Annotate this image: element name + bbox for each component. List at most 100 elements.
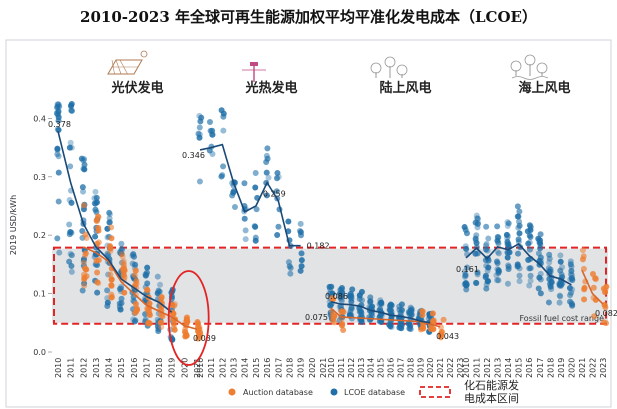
legend-item-fossil: 化石能源发电成本区间 — [419, 378, 519, 405]
x-tick-label: 2010 — [327, 358, 336, 378]
lcoe-point — [406, 325, 413, 332]
x-tick-label: 2013 — [92, 358, 101, 378]
lcoe-point — [144, 264, 151, 271]
lcoe-point — [66, 258, 73, 265]
lcoe-point — [548, 279, 555, 286]
auction-point — [83, 266, 90, 273]
lcoe-point — [298, 263, 305, 270]
lcoe-point — [241, 180, 248, 187]
auction-point — [80, 202, 87, 209]
lcoe-average-line — [465, 242, 572, 286]
wind-turbine-icon — [370, 56, 408, 78]
lcoe-point — [56, 103, 63, 110]
lcoe-point — [91, 200, 98, 207]
legend-marker-fossil — [419, 386, 451, 398]
panel-label: 陆上风电 — [379, 80, 431, 96]
auction-point — [107, 243, 114, 250]
lcoe-point — [546, 251, 553, 258]
x-tick-label: 2019 — [557, 358, 566, 378]
auction-point — [429, 310, 436, 317]
lcoe-point — [263, 169, 270, 176]
sun-shape — [140, 50, 148, 58]
lcoe-point — [231, 203, 238, 210]
x-tick-label: 2017 — [274, 358, 283, 378]
auction-point — [95, 239, 102, 246]
lcoe-point — [527, 265, 534, 272]
lcoe-point — [106, 209, 113, 216]
auction-point — [94, 279, 101, 286]
x-tick-label: 2015 — [252, 358, 261, 378]
lcoe-point — [68, 102, 75, 109]
lcoe-point — [545, 299, 552, 306]
lcoe-point — [526, 282, 533, 289]
lcoe-point — [273, 175, 280, 182]
legend-item-lcoe: LCOE database — [330, 388, 405, 397]
lcoe-point — [144, 280, 151, 287]
x-tick-label: 2011 — [473, 358, 482, 378]
data-label: 0.259 — [263, 190, 286, 199]
auction-point — [108, 282, 115, 289]
lcoe-point — [337, 294, 344, 301]
lcoe-point — [408, 306, 415, 313]
lcoe-point — [327, 302, 334, 309]
turbine-rotor — [536, 62, 548, 74]
auction-point — [194, 318, 201, 325]
lcoe-point — [472, 250, 479, 257]
auction-point — [81, 271, 88, 278]
y-tick-label: 0.2 — [33, 231, 46, 240]
auction-point — [95, 257, 102, 264]
x-tick-label: 2012 — [483, 358, 492, 378]
lcoe-point — [117, 306, 124, 313]
lcoe-point — [462, 243, 469, 250]
lcoe-point — [54, 151, 61, 158]
data-label: 0.182 — [307, 242, 330, 251]
x-tick-label: 2014 — [367, 358, 376, 378]
lcoe-point — [527, 277, 534, 284]
lcoe-point — [474, 215, 481, 222]
lcoe-point — [496, 268, 503, 275]
lcoe-point — [387, 307, 394, 314]
lcoe-point — [348, 295, 355, 302]
lcoe-point — [67, 250, 74, 257]
lcoe-point — [68, 199, 75, 206]
lcoe-point — [494, 233, 501, 240]
lcoe-point — [93, 194, 100, 201]
lcoe-point — [516, 265, 523, 272]
lcoe-point — [378, 318, 385, 325]
lcoe-point — [557, 252, 564, 259]
lcoe-point — [252, 234, 259, 241]
lcoe-point — [206, 119, 213, 126]
lcoe-point — [524, 228, 531, 235]
lcoe-point — [537, 276, 544, 283]
x-tick-label: 2018 — [155, 358, 164, 378]
lcoe-point — [462, 280, 469, 287]
lcoe-point — [252, 169, 259, 176]
lcoe-point — [55, 198, 62, 205]
auction-point — [82, 231, 89, 238]
lcoe-point — [464, 264, 471, 271]
lcoe-point — [535, 285, 542, 292]
lcoe-point — [55, 108, 62, 115]
auction-point — [589, 270, 596, 277]
x-tick-label: 2015 — [377, 358, 386, 378]
auction-point — [81, 282, 88, 289]
wave-shape — [511, 76, 549, 80]
x-tick-label: 2016 — [130, 358, 139, 378]
lcoe-point — [94, 289, 101, 296]
lcoe-point — [55, 127, 62, 134]
lcoe-point — [484, 247, 491, 254]
lcoe-point — [567, 298, 574, 305]
lcoe-point — [67, 139, 74, 146]
lcoe-point — [494, 248, 501, 255]
panel-label: 光热发电 — [244, 80, 297, 96]
data-label: 0.082 — [595, 309, 617, 318]
x-tick-label: 2022 — [588, 358, 597, 378]
offshore-wind-icon — [510, 54, 549, 80]
lcoe-point — [557, 293, 564, 300]
lcoe-point — [515, 250, 522, 257]
auction-point — [183, 332, 190, 339]
auction-point — [118, 251, 125, 258]
lcoe-point — [66, 196, 73, 203]
lcoe-point — [536, 237, 543, 244]
lcoe-point — [367, 294, 374, 301]
